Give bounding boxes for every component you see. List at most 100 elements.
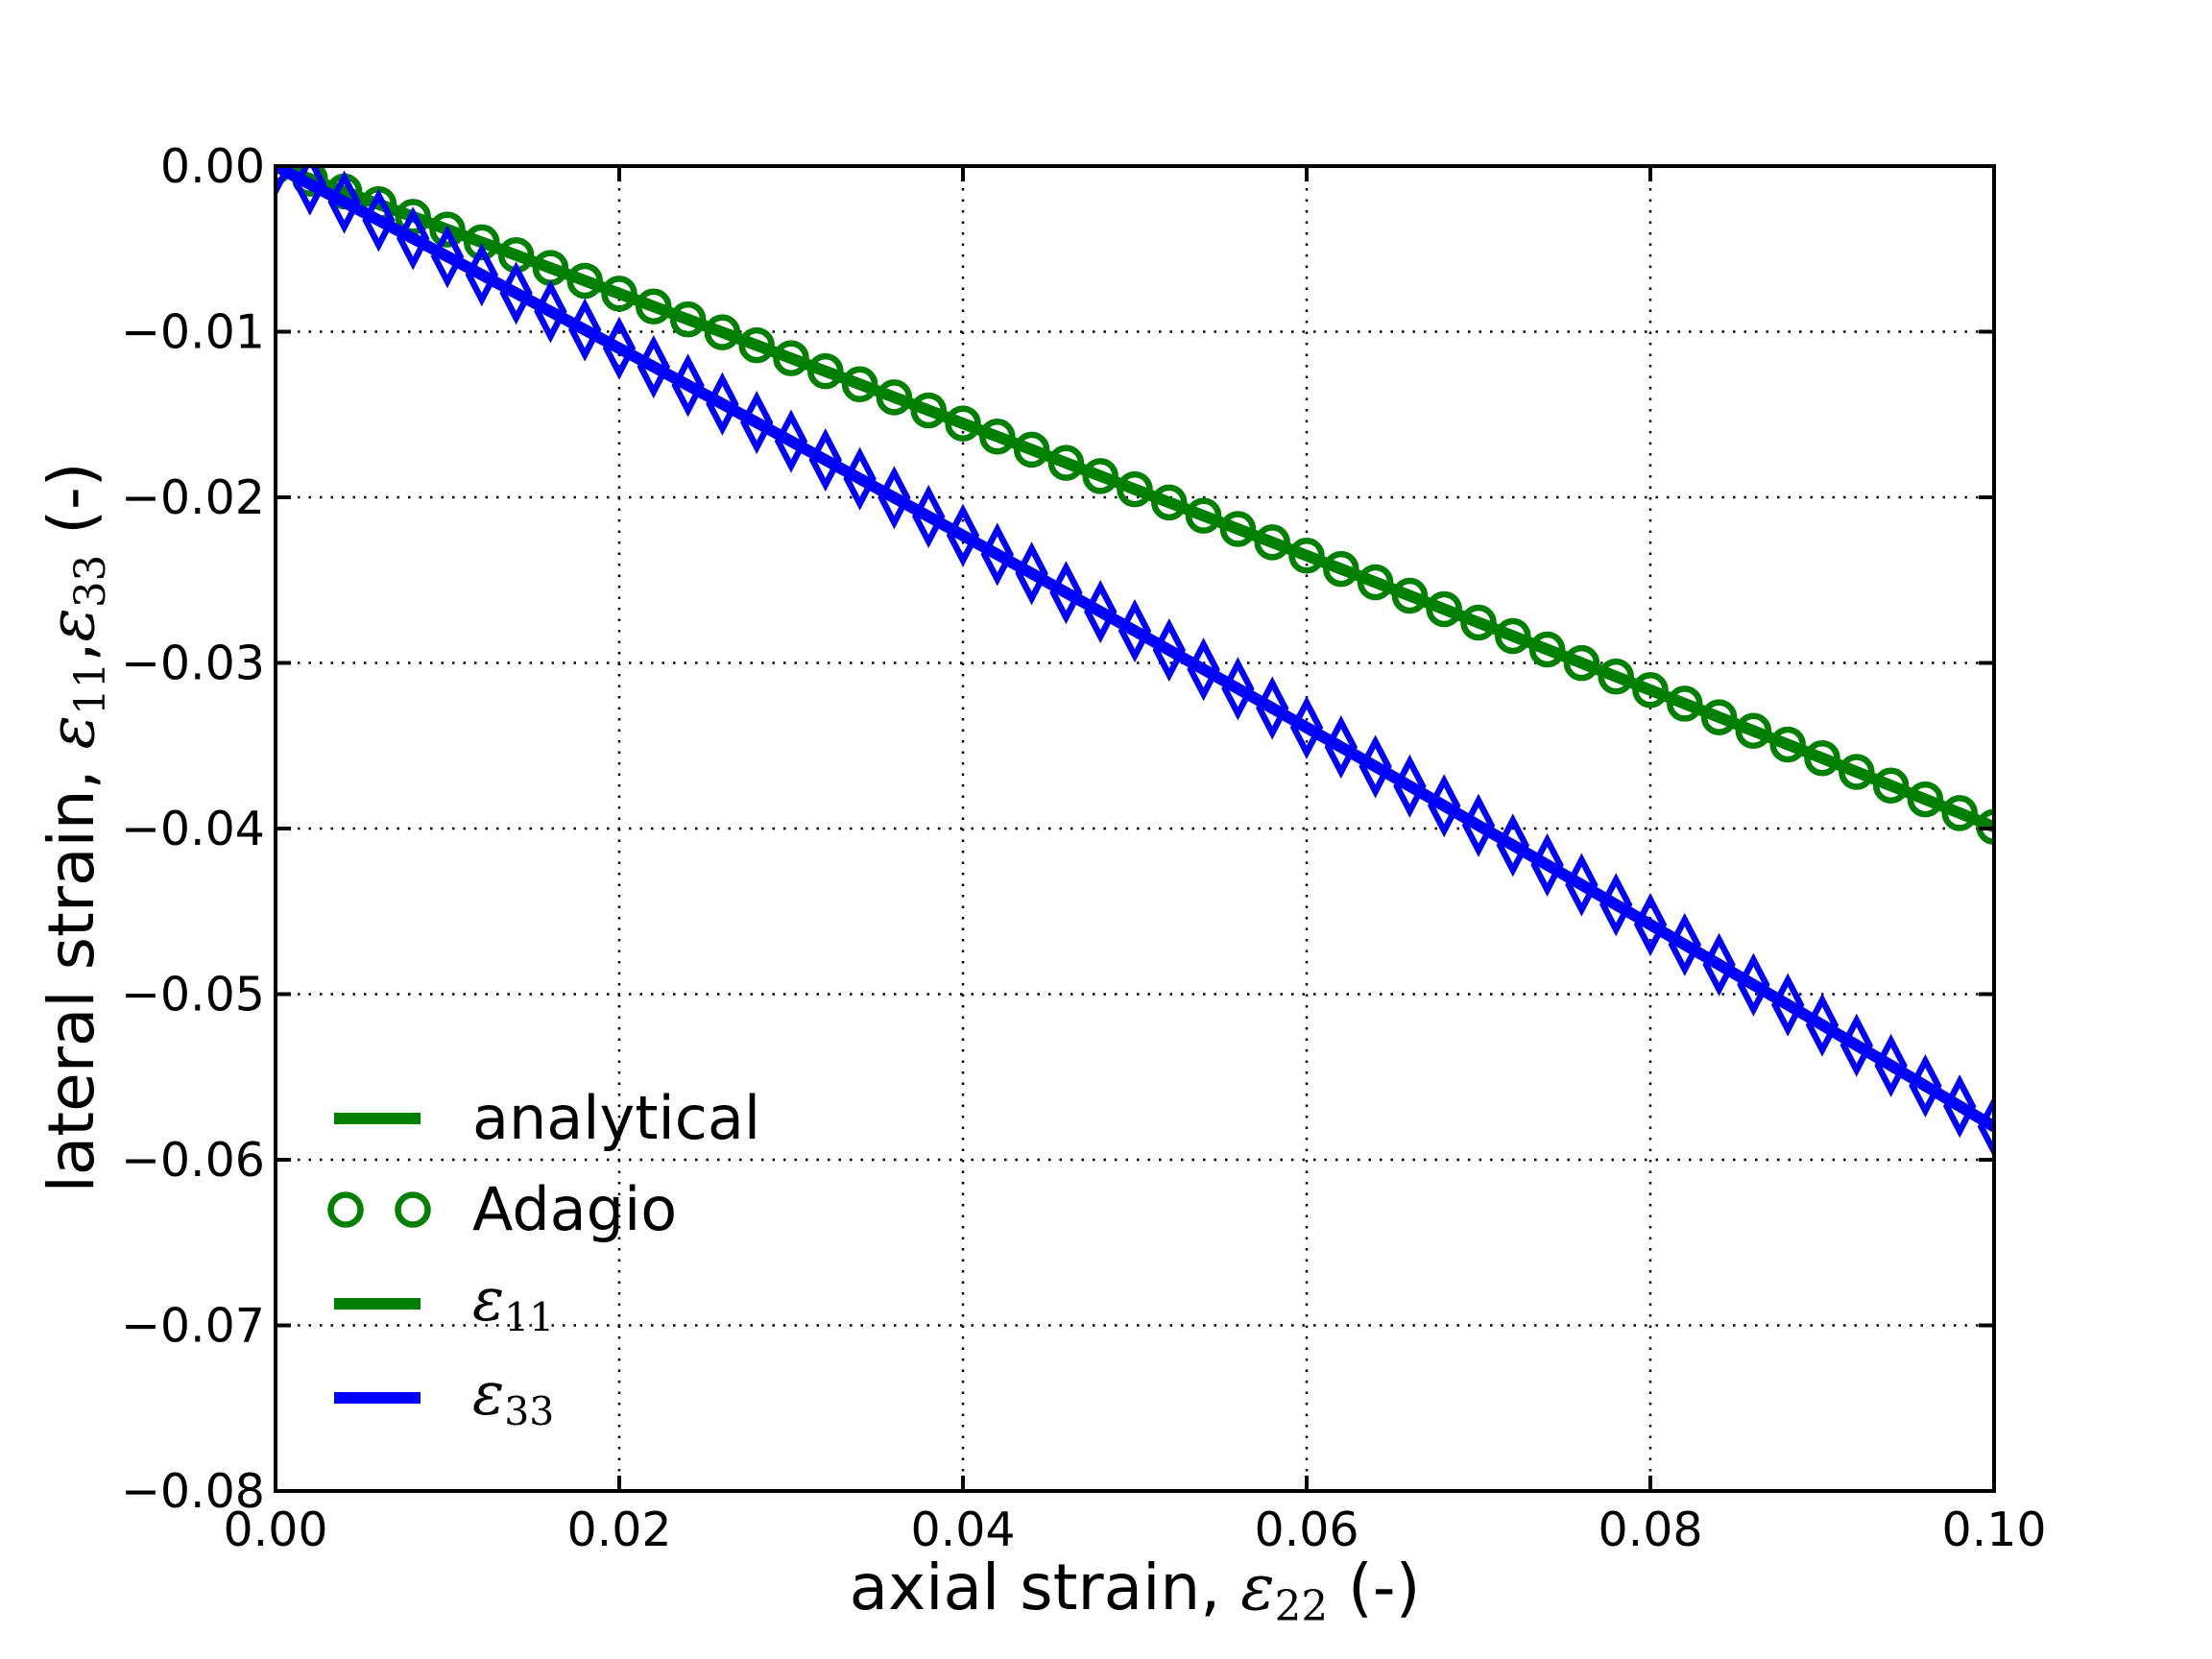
legend-key-circle-markers	[327, 1191, 431, 1228]
marker-thin-diamond	[1565, 853, 1599, 917]
x-tick-label: 0.04	[910, 1503, 1015, 1557]
marker-circle	[1700, 699, 1738, 735]
marker-circle	[1357, 564, 1394, 601]
marker-thin-diamond	[1530, 832, 1564, 897]
y-axis-label: lateral strain, ε11,ε33 (-)	[34, 462, 116, 1192]
marker-circle	[1185, 497, 1222, 534]
y-tick-label: −0.04	[121, 802, 265, 856]
marker-thin-diamond	[1358, 734, 1392, 799]
marker-circle	[1117, 470, 1153, 508]
marker-thin-diamond	[327, 170, 361, 234]
marker-thin-diamond	[1839, 1013, 1873, 1077]
marker-thin-diamond	[602, 316, 637, 380]
legend-key-line-green	[334, 1113, 421, 1124]
marker-thin-diamond	[980, 522, 1014, 587]
x-tick-label: 0.06	[1254, 1503, 1358, 1557]
y-tick-label: −0.05	[121, 968, 265, 1022]
marker-circle	[1839, 754, 1875, 790]
legend-label-analytical: analytical	[472, 1083, 761, 1153]
legend-item-adagio: Adagio	[319, 1179, 677, 1240]
marker-thin-diamond	[671, 353, 705, 418]
marker-thin-diamond	[774, 409, 808, 473]
epsilon-subscript: 22	[1274, 1583, 1329, 1632]
marker-circle	[1151, 484, 1188, 521]
marker-circle	[1804, 739, 1840, 777]
marker-circle	[1632, 672, 1669, 709]
y-tick-labels: 0.00 −0.01 −0.02 −0.03 −0.04 −0.05 −0.06 −0.07 −…	[121, 139, 265, 1519]
series-ε33	[276, 166, 1994, 1159]
y-tick-label: −0.06	[121, 1133, 265, 1188]
epsilon-subscript: 11	[504, 1294, 555, 1341]
x-tick-label: 0.10	[1941, 1503, 2046, 1557]
marker-circle	[669, 301, 707, 338]
epsilon-subscript: 33	[66, 554, 115, 609]
y-tick-label: −0.08	[121, 1464, 265, 1519]
marker-circle	[945, 405, 981, 442]
marker-thin-diamond	[1428, 774, 1461, 838]
marker-thin-diamond	[878, 466, 911, 530]
marker-thin-diamond	[1015, 541, 1048, 606]
marker-thin-diamond	[1771, 973, 1805, 1037]
marker-circle	[1598, 658, 1634, 695]
legend-label-eps33: ε33	[472, 1363, 555, 1435]
marker-circle	[1495, 617, 1531, 655]
x-tick-label: 0.00	[223, 1503, 327, 1557]
marker-circle	[1323, 550, 1359, 588]
epsilon-symbol: ε	[34, 608, 108, 642]
legend-label-eps11: ε11	[472, 1269, 555, 1341]
marker-circle	[841, 366, 878, 402]
y-tick-label: −0.03	[121, 637, 265, 691]
y-axis-label-text: lateral strain,	[34, 749, 108, 1193]
marker-thin-diamond	[1599, 873, 1633, 937]
marker-circle	[566, 262, 603, 300]
marker-thin-diamond	[1289, 695, 1324, 759]
series-ε11	[276, 166, 1994, 846]
marker-thin-diamond	[397, 206, 430, 271]
legend-item-analytical: analytical	[319, 1088, 760, 1149]
x-axis-label: axial strain, ε22 (-)	[850, 1550, 1421, 1632]
epsilon-subscript: 33	[504, 1388, 555, 1435]
marker-thin-diamond	[293, 166, 326, 216]
marker-thin-diamond	[1943, 1074, 1977, 1139]
marker-thin-diamond	[362, 188, 396, 252]
marker-circle	[1254, 524, 1290, 561]
marker-thin-diamond	[843, 446, 877, 511]
epsilon-symbol: ε	[34, 714, 108, 750]
marker-circle	[464, 224, 500, 261]
y-tick-label: 0.00	[160, 139, 265, 194]
y-axis-label-units: (-)	[34, 462, 108, 555]
marker-circle	[1013, 431, 1050, 469]
marker-circle	[1082, 458, 1118, 494]
marker-circle	[395, 199, 431, 235]
marker-circle	[1735, 712, 1772, 750]
series-markers-ε33	[276, 166, 1994, 1159]
marker-thin-diamond	[1084, 580, 1118, 644]
marker-circle	[1460, 604, 1497, 641]
epsilon-symbol: ε	[1240, 1551, 1275, 1624]
marker-circle	[1391, 577, 1429, 614]
marker-circle	[636, 288, 672, 325]
marker-thin-diamond	[1909, 1053, 1942, 1118]
marker-thin-diamond	[1633, 892, 1668, 957]
marker-circle	[1769, 726, 1806, 763]
marker-circle	[1872, 767, 1910, 805]
marker-circle	[807, 352, 844, 390]
marker-thin-diamond	[430, 225, 465, 289]
marker-thin-diamond	[465, 243, 498, 307]
marker-thin-diamond	[1874, 1033, 1908, 1097]
y-tick-label: −0.01	[121, 305, 265, 360]
x-axis-label-text: axial strain,	[849, 1551, 1241, 1624]
marker-thin-diamond	[1668, 912, 1701, 976]
marker-thin-diamond	[1049, 561, 1083, 625]
marker-circle	[1047, 445, 1085, 481]
marker-thin-diamond	[912, 484, 946, 549]
x-tick-label: 0.08	[1598, 1503, 1702, 1557]
marker-thin-diamond	[637, 334, 670, 399]
marker-thin-diamond	[1393, 754, 1427, 818]
marker-thin-diamond	[706, 372, 739, 436]
legend-label-adagio: Adagio	[472, 1174, 678, 1244]
marker-thin-diamond	[1118, 599, 1152, 663]
marker-thin-diamond	[1496, 813, 1529, 878]
epsilon-symbol: ε	[472, 1263, 505, 1334]
